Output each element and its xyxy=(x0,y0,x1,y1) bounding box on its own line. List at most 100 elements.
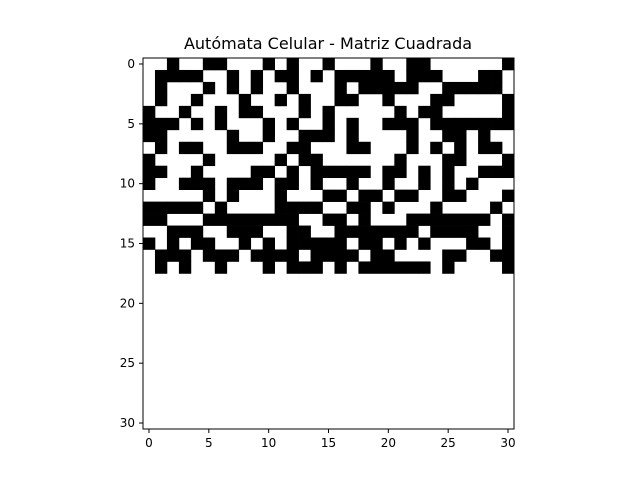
cell-9-0 xyxy=(143,165,156,179)
cell-9-16 xyxy=(334,165,347,179)
cell-2-27 xyxy=(466,81,479,95)
cell-2-7 xyxy=(226,81,240,95)
cell-17-3 xyxy=(178,261,192,274)
cell-1-23 xyxy=(418,69,431,83)
cell-14-27 xyxy=(466,225,479,238)
cell-14-18 xyxy=(358,225,371,238)
cell-8-5 xyxy=(202,153,216,167)
cell-17-6 xyxy=(214,261,228,274)
cell-17-25 xyxy=(442,261,455,274)
cell-15-12 xyxy=(286,237,299,250)
cell-15-10 xyxy=(262,237,275,250)
cell-13-16 xyxy=(334,213,347,226)
cell-13-8 xyxy=(238,213,252,226)
cell-17-18 xyxy=(358,261,371,274)
cell-2-26 xyxy=(454,81,467,95)
cell-15-30 xyxy=(502,237,515,250)
cell-13-10 xyxy=(262,213,275,226)
cell-12-11 xyxy=(274,201,287,214)
cell-14-21 xyxy=(394,225,407,238)
cell-4-8 xyxy=(238,105,252,119)
cell-4-30 xyxy=(502,105,515,119)
cell-11-18 xyxy=(358,189,371,202)
cell-12-20 xyxy=(382,201,395,214)
cell-7-17 xyxy=(346,141,359,155)
cell-11-11 xyxy=(274,189,287,202)
cell-2-1 xyxy=(154,81,168,95)
cell-5-29 xyxy=(490,117,503,131)
cell-10-9 xyxy=(250,177,264,190)
cell-2-21 xyxy=(394,81,407,95)
cell-4-0 xyxy=(143,105,156,119)
cell-1-18 xyxy=(358,69,371,83)
cell-9-10 xyxy=(262,165,275,179)
cell-16-30 xyxy=(502,249,515,262)
cell-8-25 xyxy=(442,153,455,167)
heatmap-cells xyxy=(143,58,515,274)
y-tick-label: 5 xyxy=(127,117,135,131)
x-tick-label: 30 xyxy=(500,436,515,450)
cell-12-29 xyxy=(490,201,503,214)
cell-3-25 xyxy=(442,93,455,107)
cell-14-25 xyxy=(442,225,455,238)
cell-5-27 xyxy=(466,117,479,131)
y-tick-label: 20 xyxy=(120,296,135,310)
cell-1-20 xyxy=(382,69,395,83)
cell-10-4 xyxy=(190,177,204,190)
cell-0-6 xyxy=(214,58,228,71)
cell-14-9 xyxy=(250,225,264,238)
cell-7-26 xyxy=(454,141,467,155)
cell-13-28 xyxy=(478,213,491,226)
cell-12-18 xyxy=(358,201,371,214)
cell-17-30 xyxy=(502,261,515,274)
cell-13-12 xyxy=(286,213,299,226)
cell-12-6 xyxy=(214,201,228,214)
cell-13-22 xyxy=(406,213,419,226)
cell-11-25 xyxy=(442,189,455,202)
cell-16-25 xyxy=(442,249,455,262)
cell-8-30 xyxy=(502,153,515,167)
cell-5-10 xyxy=(262,117,275,131)
cell-2-22 xyxy=(406,81,419,95)
cell-14-13 xyxy=(298,225,311,238)
cell-4-6 xyxy=(214,105,228,119)
cell-7-7 xyxy=(226,141,240,155)
cell-12-1 xyxy=(154,201,168,214)
cell-4-9 xyxy=(250,105,264,119)
cell-9-12 xyxy=(286,165,299,179)
cell-12-3 xyxy=(178,201,192,214)
cell-9-23 xyxy=(418,165,431,179)
cell-16-29 xyxy=(490,249,503,262)
cell-13-18 xyxy=(358,213,371,226)
cell-9-30 xyxy=(502,165,515,179)
cell-6-17 xyxy=(346,129,359,143)
cell-5-20 xyxy=(382,117,395,131)
cell-14-3 xyxy=(178,225,192,238)
cell-15-18 xyxy=(358,237,371,250)
y-axis: 0 5 10 15 20 25 30 xyxy=(120,57,143,430)
cell-7-9 xyxy=(250,141,264,155)
cell-4-23 xyxy=(418,105,431,119)
cell-16-12 xyxy=(286,249,299,262)
cell-6-15 xyxy=(322,129,335,143)
cell-8-13 xyxy=(298,153,311,167)
cell-4-24 xyxy=(430,105,443,119)
cell-5-2 xyxy=(166,117,180,131)
cell-5-26 xyxy=(454,117,467,131)
cell-6-10 xyxy=(262,129,275,143)
cell-0-5 xyxy=(202,58,216,71)
cell-14-2 xyxy=(166,225,180,238)
cell-2-16 xyxy=(334,81,347,95)
cell-7-8 xyxy=(238,141,252,155)
cell-16-5 xyxy=(202,249,216,262)
cell-5-22 xyxy=(406,117,419,131)
cell-9-29 xyxy=(490,165,503,179)
cell-12-4 xyxy=(190,201,204,214)
cell-13-23 xyxy=(418,213,431,226)
cell-6-26 xyxy=(454,129,467,143)
cell-1-14 xyxy=(310,69,323,83)
cell-5-17 xyxy=(346,117,359,131)
cell-11-16 xyxy=(334,189,347,202)
cell-7-13 xyxy=(298,141,311,155)
cell-11-7 xyxy=(226,189,240,202)
